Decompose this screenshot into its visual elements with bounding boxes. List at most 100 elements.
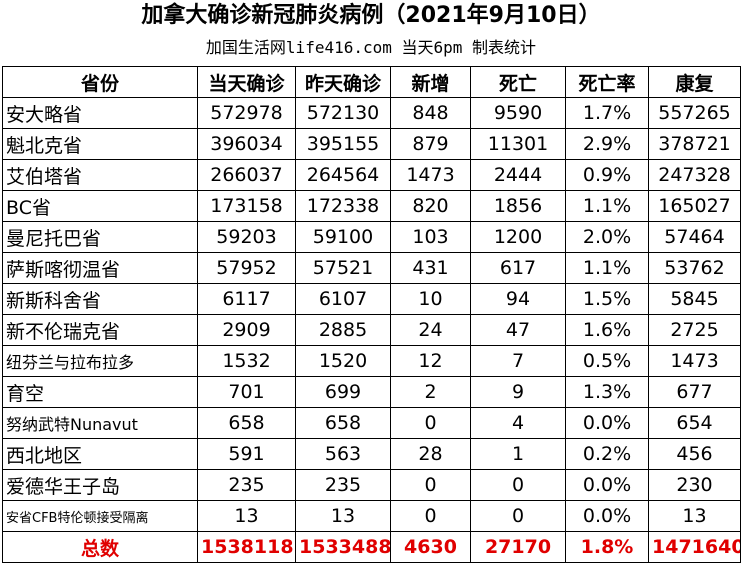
- cell: 2.0%: [565, 221, 649, 253]
- cell: 0: [390, 500, 471, 532]
- cell: 0: [470, 500, 566, 532]
- cell: 103: [390, 221, 471, 253]
- cell: 378721: [648, 128, 741, 160]
- cell: 247328: [648, 159, 741, 191]
- cell: 7: [470, 345, 566, 377]
- cell: 431: [390, 252, 471, 284]
- cell: 172338: [295, 190, 391, 222]
- title: 加拿大确诊新冠肺炎病例（2021年9月10日）: [141, 3, 601, 28]
- cell: 1200: [470, 221, 566, 253]
- table-row: 西北地区 591 563 28 1 0.2% 456: [2, 438, 741, 470]
- cell: 266037: [197, 159, 296, 191]
- cell: 9: [470, 376, 566, 408]
- cell: 235: [197, 469, 296, 501]
- cell: 1: [470, 438, 566, 470]
- cell: 617: [470, 252, 566, 284]
- header-row: 省份 当天确诊 昨天确诊 新增 死亡 死亡率 康复: [2, 66, 741, 98]
- column-header: 新增: [390, 66, 471, 98]
- table-row: BC省 173158 172338 820 1856 1.1% 165027: [2, 190, 741, 222]
- cell: 2.9%: [565, 128, 649, 160]
- cell: 27170: [470, 531, 566, 563]
- cell: 0.2%: [565, 438, 649, 470]
- cell: 2725: [648, 314, 741, 346]
- cell: 677: [648, 376, 741, 408]
- column-header: 死亡: [470, 66, 566, 98]
- cell: 2885: [295, 314, 391, 346]
- cell: 235: [295, 469, 391, 501]
- cell: 701: [197, 376, 296, 408]
- cell: 59100: [295, 221, 391, 253]
- row-label: 爱德华王子岛: [2, 469, 198, 501]
- table-row: 爱德华王子岛 235 235 0 0 0.0% 230: [2, 469, 741, 501]
- cell: 572130: [295, 97, 391, 129]
- cell: 2444: [470, 159, 566, 191]
- cell: 879: [390, 128, 471, 160]
- cell: 456: [648, 438, 741, 470]
- table-row: 萨斯喀彻温省 57952 57521 431 617 1.1% 53762: [2, 252, 741, 284]
- cell: 230: [648, 469, 741, 501]
- cell: 1.5%: [565, 283, 649, 315]
- cell: 53762: [648, 252, 741, 284]
- cell: 591: [197, 438, 296, 470]
- cell: 0: [390, 469, 471, 501]
- cell: 572978: [197, 97, 296, 129]
- subtitle: 加国生活网life416.com 当天6pm 制表统计: [205, 38, 537, 57]
- cell: 13: [197, 500, 296, 532]
- cell: 28: [390, 438, 471, 470]
- cell: 12: [390, 345, 471, 377]
- cell: 57521: [295, 252, 391, 284]
- case-table: 省份 当天确诊 昨天确诊 新增 死亡 死亡率 康复 安大略省 572978 572130 848 9…: [2, 66, 741, 563]
- cell: 264564: [295, 159, 391, 191]
- table-row: 新不伦瑞克省 2909 2885 24 47 1.6% 2725: [2, 314, 741, 346]
- table-row: 魁北克省 396034 395155 879 11301 2.9% 378721: [2, 128, 741, 160]
- cell: 0: [470, 469, 566, 501]
- cell: 654: [648, 407, 741, 439]
- table-row: 艾伯塔省 266037 264564 1473 2444 0.9% 247328: [2, 159, 741, 191]
- cell: 4630: [390, 531, 471, 563]
- cell: 94: [470, 283, 566, 315]
- row-label: 纽芬兰与拉布拉多: [2, 345, 198, 377]
- cell: 2909: [197, 314, 296, 346]
- cell: 1533488: [295, 531, 391, 563]
- cell: 1.6%: [565, 314, 649, 346]
- cell: 658: [295, 407, 391, 439]
- column-header: 康复: [648, 66, 741, 98]
- cell: 4: [470, 407, 566, 439]
- cell: 6117: [197, 283, 296, 315]
- cell: 1.7%: [565, 97, 649, 129]
- cell: 0.0%: [565, 407, 649, 439]
- table-row: 育空 701 699 2 9 1.3% 677: [2, 376, 741, 408]
- cell: 2: [390, 376, 471, 408]
- cell: 0.5%: [565, 345, 649, 377]
- table-row: 安大略省 572978 572130 848 9590 1.7% 557265: [2, 97, 741, 129]
- cell: 57464: [648, 221, 741, 253]
- table-body: 安大略省 572978 572130 848 9590 1.7% 557265 魁北克省 396…: [2, 97, 741, 563]
- cell: 563: [295, 438, 391, 470]
- cell: 13: [295, 500, 391, 532]
- cell: 1538118: [197, 531, 296, 563]
- cell: 0.9%: [565, 159, 649, 191]
- cell: 59203: [197, 221, 296, 253]
- cell: 1532: [197, 345, 296, 377]
- cell: 396034: [197, 128, 296, 160]
- row-label: 安大略省: [2, 97, 198, 129]
- row-label: 曼尼托巴省: [2, 221, 198, 253]
- column-header: 省份: [2, 66, 198, 98]
- row-label: 总数: [2, 531, 198, 563]
- cell: 0.0%: [565, 500, 649, 532]
- cell: 658: [197, 407, 296, 439]
- cell: 557265: [648, 97, 741, 129]
- row-label: 育空: [2, 376, 198, 408]
- table-row: 努纳武特Nunavut 658 658 0 4 0.0% 654: [2, 407, 741, 439]
- cell: 1520: [295, 345, 391, 377]
- cell: 9590: [470, 97, 566, 129]
- column-header: 昨天确诊: [295, 66, 391, 98]
- cell: 24: [390, 314, 471, 346]
- cell: 1.1%: [565, 252, 649, 284]
- cell: 165027: [648, 190, 741, 222]
- cell: 1473: [390, 159, 471, 191]
- table-row: 安省CFB特伦顿接受隔离 13 13 0 0 0.0% 13: [2, 500, 741, 532]
- cell: 1.3%: [565, 376, 649, 408]
- cell: 173158: [197, 190, 296, 222]
